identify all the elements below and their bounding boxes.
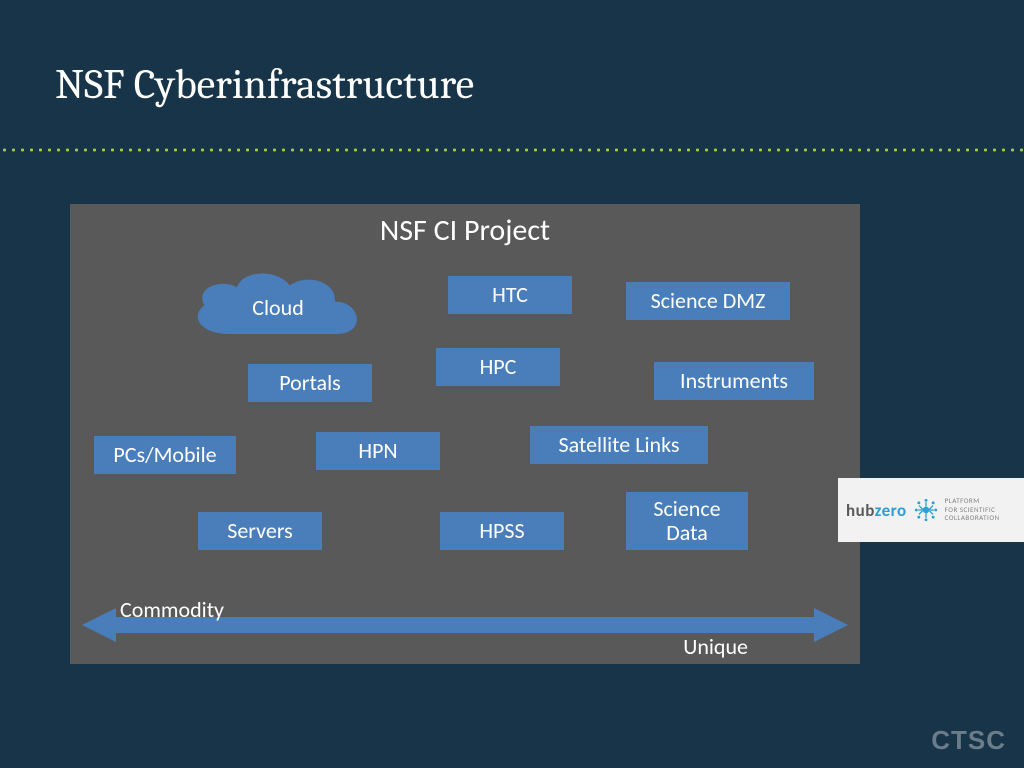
badge-tagline: Platform for Scientific Collaboration bbox=[945, 497, 1000, 522]
node-hpss: HPSS bbox=[440, 512, 564, 550]
node-science-data: Science Data bbox=[626, 492, 748, 550]
node-satellite: Satellite Links bbox=[530, 426, 708, 464]
spectrum-arrow: Commodity Unique bbox=[82, 608, 848, 642]
badge-brand-prefix: hub bbox=[846, 500, 875, 521]
badge-brand: hubzero bbox=[846, 500, 907, 521]
node-cloud: Cloud bbox=[180, 262, 376, 352]
node-instruments: Instruments bbox=[654, 362, 814, 400]
badge-tagline-l3: Collaboration bbox=[945, 514, 1000, 522]
node-htc: HTC bbox=[448, 276, 572, 314]
node-pcs-mobile: PCs/Mobile bbox=[94, 436, 236, 474]
arrow-label-commodity: Commodity bbox=[120, 596, 224, 623]
badge-brand-suffix: zero bbox=[875, 500, 907, 521]
node-cloud-label: Cloud bbox=[252, 294, 304, 321]
diagram-title: NSF CI Project bbox=[70, 212, 860, 249]
footer-logo: CTSC bbox=[931, 725, 1006, 756]
burst-icon bbox=[913, 497, 939, 523]
divider-dotted bbox=[0, 148, 1024, 152]
hubzero-badge: hubzero Platform for Scientific Collabor… bbox=[838, 478, 1024, 542]
node-hpn: HPN bbox=[316, 432, 440, 470]
node-portals: Portals bbox=[248, 364, 372, 402]
node-science-dmz: Science DMZ bbox=[626, 282, 790, 320]
node-hpc: HPC bbox=[436, 348, 560, 386]
diagram-container: NSF CI Project Cloud HTC Science DMZ Porta… bbox=[70, 204, 860, 664]
node-servers: Servers bbox=[198, 512, 322, 550]
slide-title: NSF Cyberinfrastructure bbox=[55, 60, 474, 109]
arrow-label-unique: Unique bbox=[683, 633, 748, 660]
